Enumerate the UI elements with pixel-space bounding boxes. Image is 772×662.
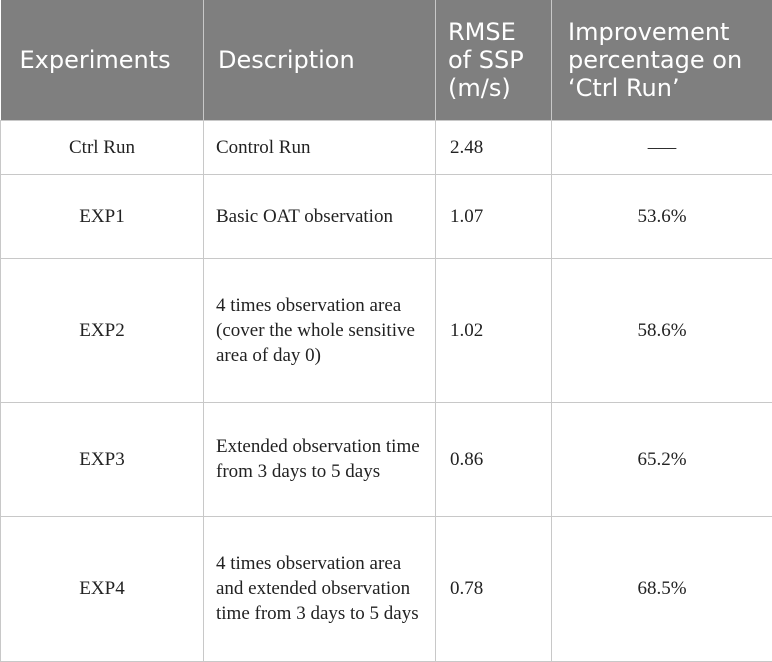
cell-experiment: EXP3 — [1, 402, 204, 516]
header-improvement: Improvement percentage on ‘Ctrl Run’ — [552, 0, 772, 120]
cell-rmse: 0.86 — [436, 402, 552, 516]
table-row: EXP4 4 times observation area and extend… — [1, 516, 772, 661]
table-body: Ctrl Run Control Run 2.48 ––– EXP1 Basic… — [1, 120, 772, 661]
cell-improvement: 65.2% — [552, 402, 772, 516]
cell-description: Extended observation time from 3 days to… — [204, 402, 436, 516]
cell-experiment: Ctrl Run — [1, 120, 204, 174]
header-rmse: RMSE of SSP (m/s) — [436, 0, 552, 120]
cell-experiment: EXP1 — [1, 174, 204, 258]
cell-improvement: 53.6% — [552, 174, 772, 258]
cell-description: Basic OAT observation — [204, 174, 436, 258]
cell-improvement: 58.6% — [552, 258, 772, 402]
header-row: Experiments Description RMSE of SSP (m/s… — [1, 0, 772, 120]
cell-improvement: ––– — [552, 120, 772, 174]
cell-rmse: 1.02 — [436, 258, 552, 402]
table-row: EXP3 Extended observation time from 3 da… — [1, 402, 772, 516]
cell-experiment: EXP2 — [1, 258, 204, 402]
table-row: Ctrl Run Control Run 2.48 ––– — [1, 120, 772, 174]
cell-improvement: 68.5% — [552, 516, 772, 661]
cell-rmse: 1.07 — [436, 174, 552, 258]
table-row: EXP2 4 times observation area (cover the… — [1, 258, 772, 402]
cell-experiment: EXP4 — [1, 516, 204, 661]
cell-rmse: 0.78 — [436, 516, 552, 661]
cell-description: 4 times observation area (cover the whol… — [204, 258, 436, 402]
table-header: Experiments Description RMSE of SSP (m/s… — [1, 0, 772, 120]
header-experiments: Experiments — [1, 0, 204, 120]
header-description: Description — [204, 0, 436, 120]
cell-description: Control Run — [204, 120, 436, 174]
cell-description: 4 times observation area and extended ob… — [204, 516, 436, 661]
table-row: EXP1 Basic OAT observation 1.07 53.6% — [1, 174, 772, 258]
cell-rmse: 2.48 — [436, 120, 552, 174]
